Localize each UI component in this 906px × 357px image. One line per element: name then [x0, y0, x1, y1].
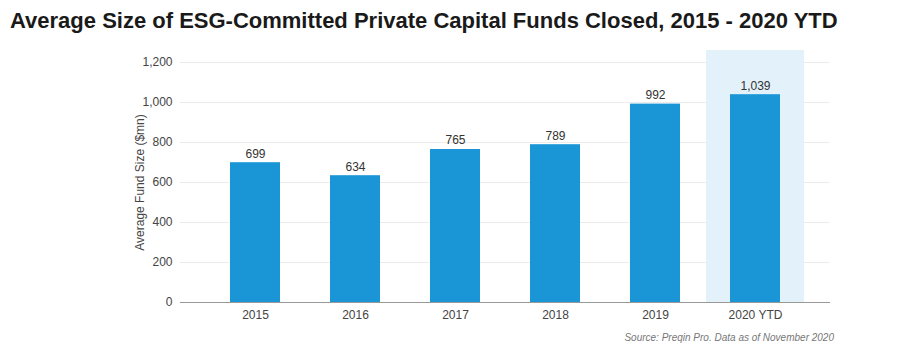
svg-text:765: 765	[445, 133, 465, 147]
html-text:Average Size of ESG-Committed: Average Size of ESG-Committed Private Ca…	[10, 8, 838, 33]
svg-text:Average Fund Size ($mn): Average Fund Size ($mn)	[133, 114, 147, 251]
svg-text:200: 200	[152, 255, 172, 269]
svg-text:699: 699	[245, 147, 265, 161]
svg-text:1,000: 1,000	[142, 95, 172, 109]
svg-text:1,039: 1,039	[740, 79, 770, 93]
svg-text:0: 0	[166, 295, 173, 309]
svg-text:2018: 2018	[542, 308, 569, 322]
svg-text:800: 800	[152, 135, 172, 149]
svg-text:2019: 2019	[642, 308, 669, 322]
svg-text:2016: 2016	[342, 308, 369, 322]
svg-text:2020 YTD: 2020 YTD	[729, 308, 783, 322]
html-text:Source: Preqin Pro. Data as of: Source: Preqin Pro. Data as of November …	[624, 332, 834, 343]
svg-text:400: 400	[152, 215, 172, 229]
svg-text:2017: 2017	[442, 308, 469, 322]
svg-text:992: 992	[645, 88, 665, 102]
svg-text:2015: 2015	[242, 308, 269, 322]
svg-text:600: 600	[152, 175, 172, 189]
svg-text:634: 634	[345, 160, 365, 174]
svg-text:789: 789	[545, 129, 565, 143]
svg-text:1,200: 1,200	[142, 55, 172, 69]
